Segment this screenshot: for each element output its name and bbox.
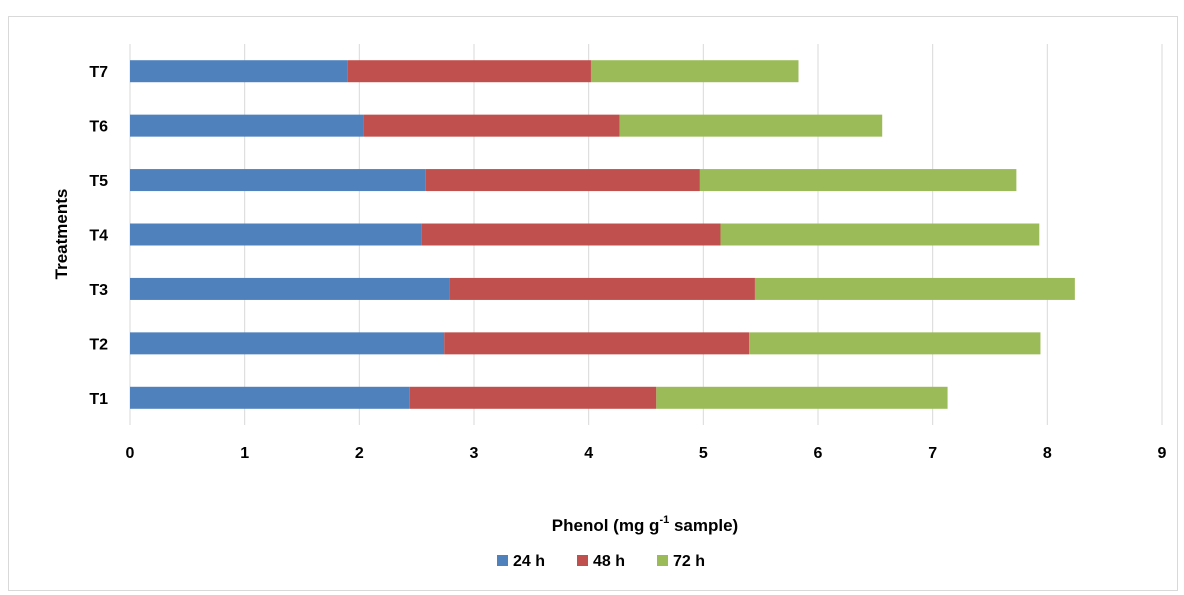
bar-T4-72h [720,223,1040,246]
bar-T2-48h [444,332,750,355]
x-tick-label-8: 8 [1043,445,1052,462]
bar-T4-48h [421,223,721,246]
legend-label-48h: 48 h [593,553,625,570]
gridlines [129,44,1163,425]
bar-T2-72h [749,332,1041,355]
x-tick-label-1: 1 [240,445,249,462]
bar-T5-48h [425,169,700,192]
bar-T1-48h [409,386,657,409]
bar-T2-24h [130,332,445,355]
x-tick-label-5: 5 [699,445,708,462]
bars [130,60,1075,409]
x-tick-labels: 0 1 2 3 4 5 6 7 8 9 [126,445,1167,462]
legend-swatch-72h [657,555,668,566]
y-tick-labels: T1 T2 T3 T4 T5 T6 T7 [89,64,108,408]
x-tick-label-7: 7 [928,445,937,462]
x-axis-title-superscript: -1 [659,514,669,526]
bar-T6-48h [363,114,620,137]
x-tick-label-9: 9 [1158,445,1167,462]
y-tick-label-T2: T2 [89,336,108,353]
chart-frame [8,16,1178,591]
bar-T5-72h [699,169,1017,192]
legend-label-72h: 72 h [673,553,705,570]
legend: 24 h 48 h 72 h [497,553,705,570]
y-tick-label-T5: T5 [89,173,108,190]
x-axis-title: Phenol (mg g-1 sample) [552,514,738,535]
bar-T1-24h [130,386,410,409]
x-tick-label-0: 0 [126,445,135,462]
x-tick-label-4: 4 [584,445,593,462]
bar-T3-24h [130,277,450,300]
legend-swatch-48h [577,555,588,566]
x-tick-label-6: 6 [814,445,823,462]
bar-T6-72h [619,114,883,137]
bar-T7-72h [590,60,799,83]
y-tick-label-T7: T7 [89,64,108,81]
x-axis-title-main: Phenol (mg g [552,516,660,535]
y-tick-label-T4: T4 [89,228,108,245]
x-tick-label-3: 3 [470,445,479,462]
bar-T3-48h [449,277,755,300]
y-tick-label-T1: T1 [89,391,108,408]
y-tick-label-T6: T6 [89,119,108,136]
x-tick-label-2: 2 [355,445,364,462]
bar-T7-48h [347,60,591,83]
bar-T5-24h [130,169,426,192]
bar-T4-24h [130,223,422,246]
legend-swatch-24h [497,555,508,566]
bar-T7-24h [130,60,348,83]
legend-label-24h: 24 h [513,553,545,570]
y-tick-label-T3: T3 [89,282,108,299]
bar-T3-72h [754,277,1075,300]
x-axis-title-tail: sample) [669,516,738,535]
bar-T6-24h [130,114,364,137]
bar-T1-72h [656,386,948,409]
y-axis-title: Treatments [52,189,71,280]
